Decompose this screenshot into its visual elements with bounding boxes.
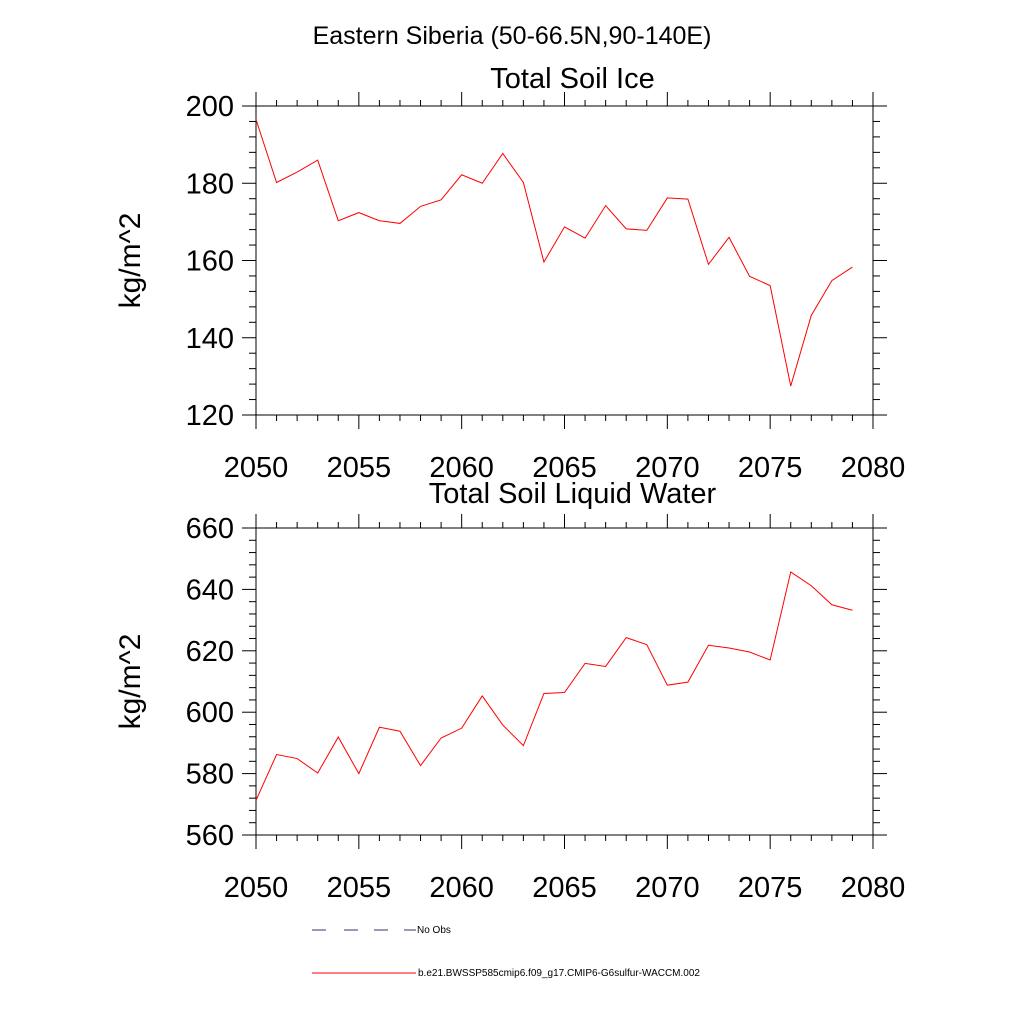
x-tick-label: 2060 bbox=[429, 872, 494, 904]
x-tick-label: 2065 bbox=[532, 872, 597, 904]
y-tick-label: 200 bbox=[186, 91, 234, 123]
y-axis-label: kg/m^2 bbox=[114, 634, 147, 730]
y-tick-label: 660 bbox=[186, 513, 234, 545]
y-axis-label: kg/m^2 bbox=[114, 213, 147, 309]
y-tick-label: 120 bbox=[186, 400, 234, 432]
legend-label-model: b.e21.BWSSP585cmip6.f09_g17.CMIP6-G6sulf… bbox=[418, 968, 700, 979]
chart-total-soil-ice: Total Soil Ice kg/m^2 2050 2055 2060 2065 2070… bbox=[114, 63, 905, 484]
plot-frame bbox=[255, 105, 874, 416]
x-tick-label: 2060 bbox=[429, 452, 494, 484]
series-line bbox=[255, 571, 853, 801]
y-tick-label: 140 bbox=[186, 323, 234, 355]
plot-frame bbox=[255, 527, 874, 836]
figure-title: Eastern Siberia (50-66.5N,90-140E) bbox=[313, 22, 712, 50]
x-tick-label: 2055 bbox=[327, 452, 392, 484]
x-tick-label: 2080 bbox=[841, 872, 906, 904]
series-line bbox=[255, 119, 853, 387]
y-tick-label: 180 bbox=[186, 168, 234, 200]
x-tick-label: 2075 bbox=[738, 872, 803, 904]
chart-title: Total Soil Ice bbox=[490, 63, 654, 95]
legend: No Obs b.e21.BWSSP585cmip6.f09_g17.CMIP6… bbox=[312, 925, 700, 979]
y-tick-label: 620 bbox=[186, 636, 234, 668]
x-tick-label: 2050 bbox=[224, 872, 289, 904]
chart-total-soil-liquid-water: Total Soil Liquid Water kg/m^2 2050 2055 206… bbox=[114, 478, 905, 904]
y-tick-label: 560 bbox=[186, 820, 234, 852]
y-tick-label: 640 bbox=[186, 574, 234, 606]
y-tick-label: 600 bbox=[186, 697, 234, 729]
legend-label-no-obs: No Obs bbox=[417, 925, 451, 936]
x-tick-label: 2080 bbox=[841, 452, 906, 484]
x-tick-label: 2050 bbox=[224, 452, 289, 484]
x-tick-label: 2070 bbox=[635, 452, 700, 484]
x-tick-label: 2075 bbox=[738, 452, 803, 484]
y-tick-label: 160 bbox=[186, 246, 234, 278]
y-tick-label: 580 bbox=[186, 759, 234, 791]
x-tick-label: 2055 bbox=[327, 872, 392, 904]
chart-title: Total Soil Liquid Water bbox=[429, 478, 717, 510]
x-tick-label: 2070 bbox=[635, 872, 700, 904]
x-tick-label: 2065 bbox=[532, 452, 597, 484]
